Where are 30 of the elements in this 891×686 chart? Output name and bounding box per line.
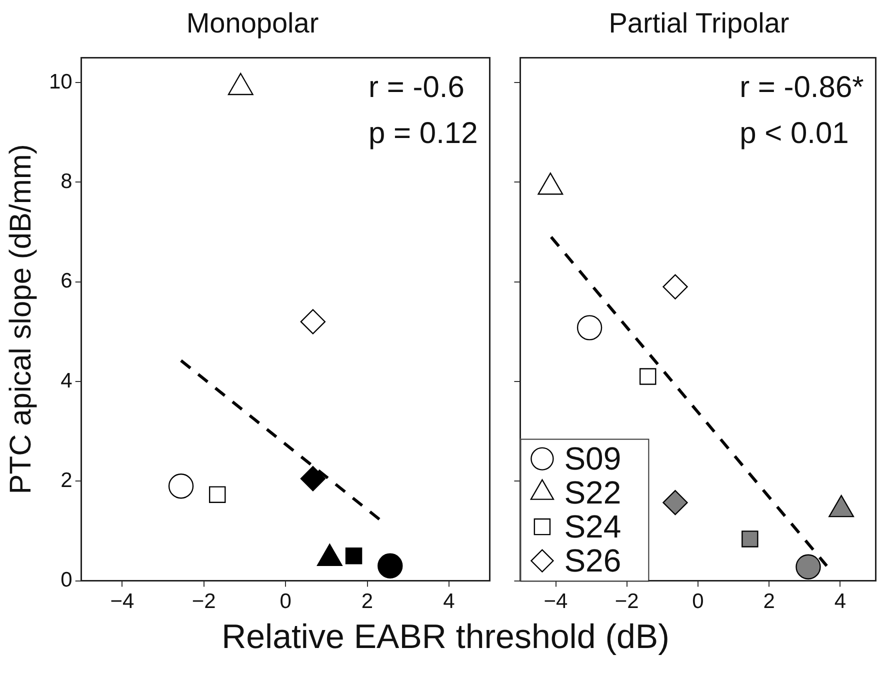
x-tick-label: 2	[763, 590, 775, 614]
chart-title: Partial Tripolar	[608, 8, 790, 39]
chart-title: Monopolar	[186, 8, 319, 39]
y-axis-title: PTC apical slope (dB/mm)	[4, 144, 38, 494]
x-axis-title: Relative EABR threshold (dB)	[220, 618, 670, 657]
annotation: r = -0.6	[368, 70, 464, 104]
point	[228, 72, 254, 96]
y-tick-label: 6	[60, 270, 72, 293]
y-tick-label: 2	[60, 468, 72, 492]
annotation: p < 0.01	[740, 116, 849, 150]
y-tick-label: 8	[60, 170, 72, 193]
x-tick-label: 4	[834, 590, 846, 614]
x-tick-label: −2	[614, 590, 639, 614]
legend-label: S22	[564, 474, 622, 511]
legend-label: S09	[564, 440, 622, 477]
x-tick-label: 0	[692, 590, 704, 614]
x-tick-label: −4	[110, 590, 134, 614]
y-tick-label: 10	[49, 70, 72, 94]
annotation: r = -0.86*	[740, 70, 864, 104]
point	[300, 466, 326, 492]
x-tick-label: −2	[192, 590, 216, 614]
legend-label: S24	[564, 508, 622, 545]
legend-label: S26	[564, 542, 622, 579]
x-tick-label: 2	[361, 590, 374, 614]
y-tick-label: 4	[60, 369, 73, 392]
y-tick-label: 0	[60, 568, 72, 592]
annotation: p = 0.12	[368, 116, 478, 150]
x-tick-label: 0	[280, 590, 292, 614]
x-tick-label: −4	[544, 590, 568, 614]
x-tick-label: 4	[443, 590, 456, 614]
